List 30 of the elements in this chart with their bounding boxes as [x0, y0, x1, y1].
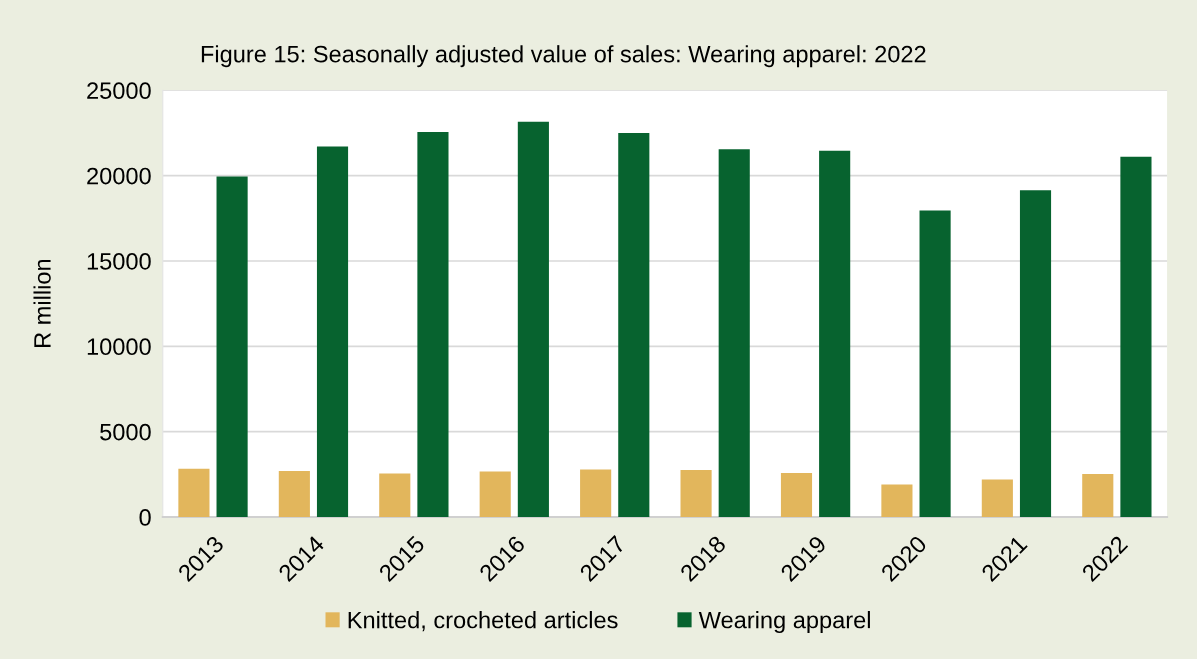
bar — [1019, 190, 1052, 517]
bar — [580, 469, 612, 517]
bar — [1120, 156, 1152, 517]
bar — [178, 468, 210, 517]
bar — [981, 479, 1013, 517]
bar — [718, 149, 750, 517]
bar — [819, 150, 851, 517]
y-tick-label: 20000 — [87, 167, 151, 185]
bar — [780, 472, 813, 517]
chart-title: Figure 15: Seasonally adjusted value of sales: Wearing apparel: 2022 — [201, 45, 926, 68]
y-tick-label: 5000 — [100, 423, 151, 441]
bar — [1082, 473, 1114, 517]
legend-label: Wearing apparel — [698, 611, 870, 634]
y-tick-label: 10000 — [87, 338, 151, 356]
y-tick-label: 25000 — [87, 82, 151, 100]
bar — [316, 146, 349, 517]
bar — [216, 176, 248, 517]
bar — [278, 470, 310, 517]
bar — [919, 210, 951, 517]
bar — [881, 484, 913, 517]
bar — [379, 473, 411, 517]
bar — [680, 470, 712, 517]
bar — [479, 471, 511, 517]
bar — [517, 121, 549, 517]
y-axis-title: R million — [33, 259, 51, 347]
legend-label: Knitted, crocheted articles — [348, 611, 618, 632]
y-tick-label: 0 — [139, 509, 151, 526]
bar — [618, 132, 650, 517]
y-tick-label: 15000 — [87, 253, 151, 270]
bar — [417, 132, 449, 517]
